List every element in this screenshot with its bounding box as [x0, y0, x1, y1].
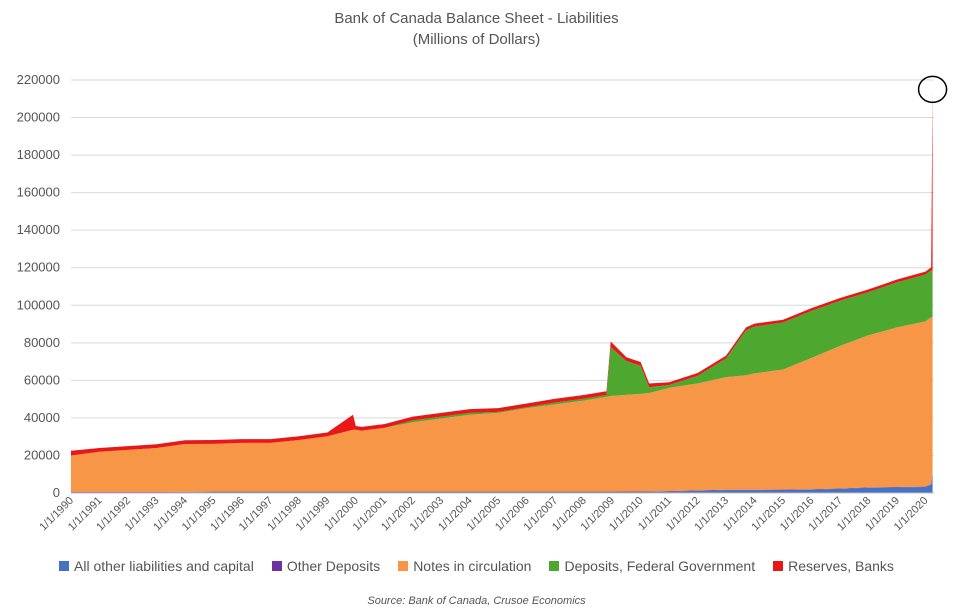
y-tick-label: 60000	[24, 372, 60, 387]
y-tick-label: 80000	[24, 335, 60, 350]
y-tick-label: 0	[53, 485, 60, 500]
legend-item: Reserves, Banks	[773, 558, 894, 574]
legend-item: Other Deposits	[271, 558, 381, 574]
legend: All other liabilities and capital Other D…	[0, 558, 953, 574]
plot-area: 0 20000 40000 60000 80000 100000 120000 140000 1…	[17, 72, 948, 533]
legend-swatch	[59, 561, 70, 571]
legend-label: All other liabilities and capital	[74, 558, 254, 574]
annotation-circle	[917, 75, 948, 104]
y-tick-label: 140000	[17, 222, 60, 237]
source-note: Source: Bank of Canada, Crusoe Economics	[367, 595, 586, 607]
legend-label: Notes in circulation	[413, 558, 532, 574]
y-tick-label: 160000	[17, 185, 60, 200]
y-tick-label: 200000	[17, 110, 60, 125]
chart-subtitle: (Millions of Dollars)	[412, 31, 541, 48]
legend-swatch	[398, 561, 409, 571]
y-tick-label: 40000	[24, 410, 60, 425]
y-tick-label: 220000	[17, 72, 60, 87]
chart-title-block: Bank of Canada Balance Sheet - Liabiliti…	[0, 8, 953, 50]
legend-swatch	[549, 561, 560, 571]
legend-item: All other liabilities and capital	[59, 558, 254, 574]
area-notes-in-circulation	[71, 317, 933, 493]
chart-title: Bank of Canada Balance Sheet - Liabiliti…	[334, 10, 619, 27]
legend-item: Notes in circulation	[398, 558, 531, 574]
legend-label: Deposits, Federal Government	[564, 558, 756, 574]
y-tick-label: 180000	[17, 147, 60, 162]
y-tick-label: 20000	[24, 447, 60, 462]
legend-label: Other Deposits	[286, 558, 381, 574]
area-all-other-liabilities-and-capital	[71, 472, 933, 493]
y-tick-label: 100000	[17, 297, 60, 312]
legend-swatch	[271, 561, 282, 571]
area-reserves-banks	[71, 89, 933, 456]
legend-swatch	[773, 561, 784, 571]
legend-item: Deposits, Federal Government	[549, 558, 755, 574]
area-deposits-federal-government	[71, 270, 933, 456]
legend-label: Reserves, Banks	[788, 558, 894, 574]
y-tick-label: 120000	[17, 260, 60, 275]
